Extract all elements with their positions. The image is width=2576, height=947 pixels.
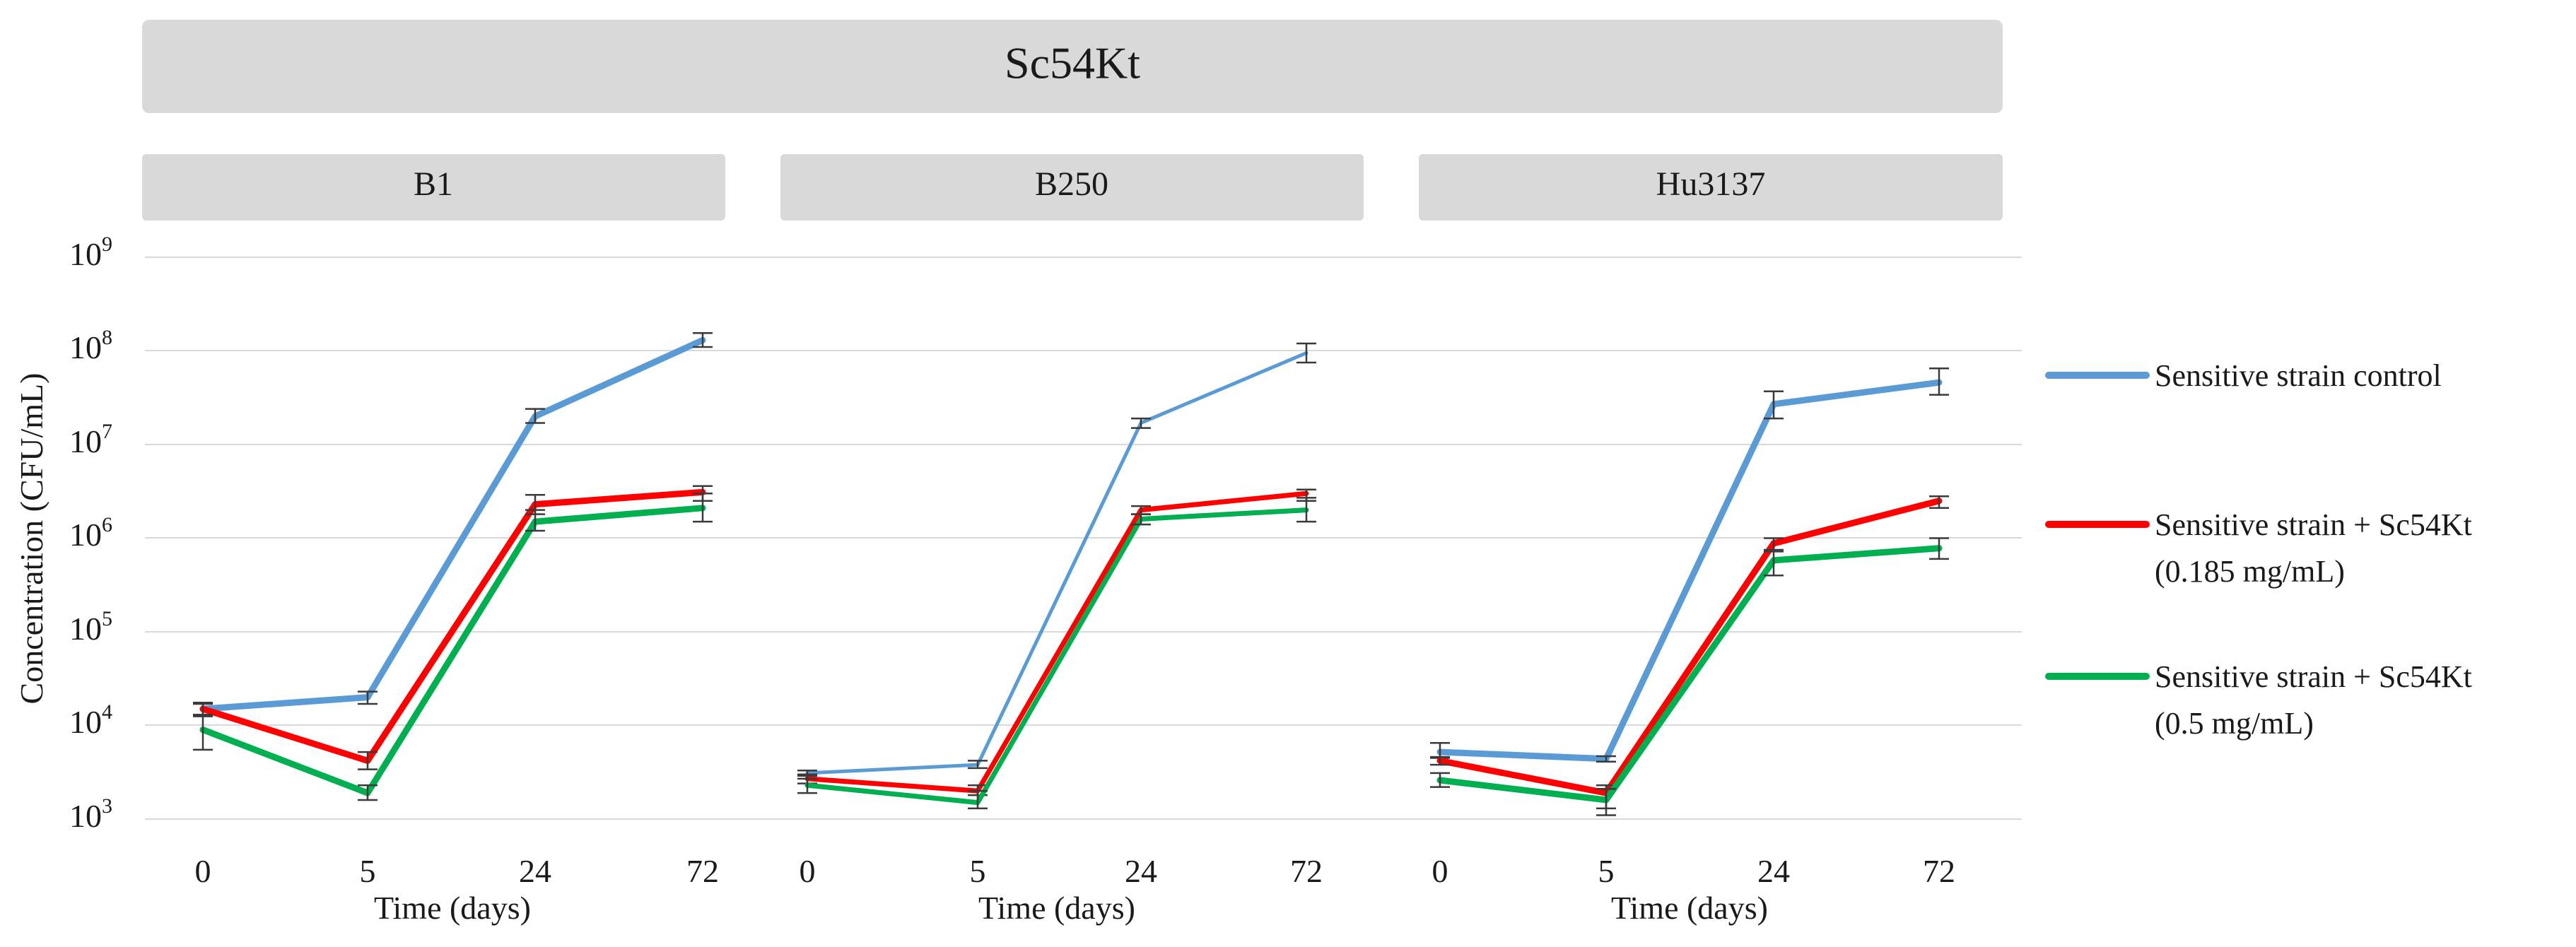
series-line-b1-0 (199, 336, 706, 712)
error-bar (1764, 551, 1784, 577)
error-bar (358, 690, 377, 705)
error-bar (1764, 537, 1784, 551)
x-tick-label: 5 (970, 853, 986, 889)
panel-strip-b1: B1 (142, 154, 725, 220)
error-bar (525, 408, 545, 424)
error-bar (1929, 495, 1949, 510)
panel-label-b250: B250 (1035, 165, 1108, 203)
error-bar (797, 777, 817, 794)
y-tick-labels: 109 108 107 106 105 104 103 (69, 233, 112, 834)
panel-label-hu3137: Hu3137 (1656, 165, 1766, 203)
x-tick-label: 0 (195, 853, 211, 889)
y-tick-label: 105 (69, 607, 112, 647)
x-tick-label: 72 (1923, 853, 1955, 889)
x-tick-label: 24 (1125, 853, 1157, 889)
error-bar (358, 784, 377, 801)
legend-label-high-dose: Sensitive strain + Sc54Kt (2155, 659, 2472, 694)
y-tick-label: 103 (69, 794, 112, 834)
title-strip (142, 20, 2003, 113)
error-bar (358, 751, 377, 770)
error-bar (968, 789, 988, 810)
x-tick-label: 0 (1432, 853, 1448, 889)
series-line-hu3137-0 (1436, 379, 1943, 763)
x-tick-label: 24 (519, 853, 551, 889)
x-axis-label-b250: Time (days) (978, 890, 1135, 926)
series-line-b1-2 (199, 505, 706, 796)
series-line-hu3137-2 (1436, 545, 1943, 804)
legend-label-control: Sensitive strain control (2155, 358, 2442, 393)
plot-layer (193, 332, 1949, 816)
y-tick-label: 109 (69, 233, 112, 272)
legend-label-high-dose-concentration: (0.5 mg/mL) (2155, 706, 2314, 741)
error-bar (525, 509, 545, 532)
x-tick-label: 72 (686, 853, 719, 889)
error-bar (1131, 417, 1151, 429)
y-tick-label: 108 (69, 326, 112, 365)
series-line-b250-1 (804, 490, 1309, 794)
series-line-hu3137-1 (1436, 498, 1943, 796)
legend-label-low-dose: Sensitive strain + Sc54Kt (2155, 507, 2472, 542)
y-tick-label: 106 (69, 513, 112, 553)
series-line-b1-1 (199, 488, 706, 764)
x-axis-label-b1: Time (days) (374, 890, 531, 926)
panel-strip-b250: B250 (780, 154, 1364, 220)
x-tick-label: 72 (1290, 853, 1323, 889)
error-bar (693, 332, 713, 348)
legend-item-high-dose: Sensitive strain + Sc54Kt (0.5 mg/mL) (2045, 659, 2472, 741)
error-bar (1929, 367, 1949, 396)
error-bar (693, 493, 713, 523)
chart-title: Sc54Kt (1005, 38, 1140, 88)
error-bar (1596, 788, 1616, 816)
x-tick-label: 5 (1598, 853, 1615, 889)
panel-label-b1: B1 (414, 165, 453, 203)
panel-strip-hu3137: Hu3137 (1419, 154, 2003, 220)
x-tick-label: 24 (1757, 853, 1790, 889)
error-bar (1296, 342, 1316, 364)
series-line-b250-0 (805, 351, 1309, 775)
x-axis-label-hu3137: Time (days) (1611, 890, 1768, 926)
x-tick-label: 5 (360, 853, 376, 889)
error-bar (1430, 755, 1450, 766)
error-bar (1764, 390, 1784, 420)
error-bar (193, 714, 213, 751)
y-tick-label: 107 (69, 420, 112, 459)
error-bar (1929, 537, 1949, 560)
x-tick-labels: 0 5 24 72 0 5 24 72 0 5 24 72 (195, 853, 1956, 889)
legend-label-low-dose-concentration: (0.185 mg/mL) (2155, 554, 2345, 589)
legend-item-low-dose: Sensitive strain + Sc54Kt (0.185 mg/mL) (2045, 507, 2472, 589)
error-bar (1596, 755, 1616, 763)
error-bar (1296, 497, 1316, 523)
error-bar (1131, 513, 1151, 526)
y-axis-label: Concentration (CFU/mL) (13, 373, 49, 705)
x-tick-label: 0 (800, 853, 816, 889)
series-line-b250-2 (804, 507, 1309, 806)
error-bar (1430, 772, 1450, 788)
error-bar (968, 760, 988, 770)
legend-item-control: Sensitive strain control (2045, 358, 2442, 393)
legend: Sensitive strain control Sensitive strai… (2045, 358, 2472, 741)
y-tick-label: 104 (69, 700, 112, 740)
gridlines (145, 257, 2022, 820)
